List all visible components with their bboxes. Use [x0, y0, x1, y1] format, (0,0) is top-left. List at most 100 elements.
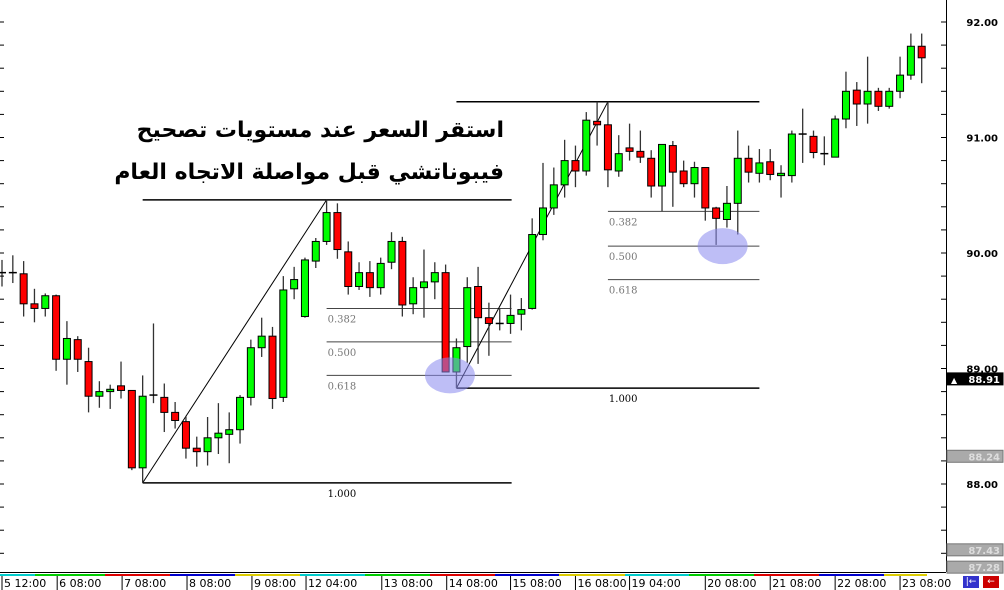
candle [246, 339, 255, 406]
highlight-ellipse [697, 228, 748, 265]
candle [733, 130, 742, 235]
candle [755, 149, 764, 183]
candle-body [138, 395, 147, 469]
time-label: 8 08:00 [189, 577, 231, 590]
candle-body [539, 207, 547, 236]
scroll-left-button[interactable]: |← [962, 575, 980, 589]
candle [30, 288, 39, 323]
candle-body [636, 150, 645, 158]
candle [117, 361, 126, 399]
candle-body [582, 119, 591, 172]
candle-body [841, 90, 850, 120]
candle [160, 383, 169, 433]
candle-body [906, 45, 915, 76]
time-label: 20 08:00 [707, 577, 756, 590]
candle-body [506, 314, 515, 324]
candle-body [593, 120, 602, 126]
scroll-end-button[interactable]: ← [982, 575, 1000, 589]
time-axis: 5 12:00 6 08:00 7 08:00 8 08:00 9 08:00 12 04… [0, 574, 951, 590]
day-separator [0, 574, 35, 576]
candle-body [160, 396, 169, 413]
candle [506, 294, 515, 334]
price-tag-label: 88.24 [968, 452, 1000, 463]
candle [355, 262, 364, 290]
candle [820, 136, 829, 166]
candle [387, 232, 396, 270]
candle [625, 123, 634, 161]
candle [84, 347, 93, 413]
candle-body [387, 240, 396, 263]
candle [236, 395, 245, 444]
candle [549, 167, 558, 215]
candle [679, 160, 688, 188]
day-separator [559, 574, 625, 576]
candle-body [463, 287, 472, 348]
candle-body [117, 385, 126, 391]
day-separator [689, 574, 754, 576]
day-separator [495, 574, 559, 576]
candle [517, 298, 526, 331]
candle [841, 71, 850, 129]
candle-body [917, 45, 926, 59]
fib-level-label: 0.382 [609, 217, 638, 228]
candle [896, 56, 905, 99]
candle-body [690, 167, 699, 185]
candle-body [30, 303, 39, 309]
price-tag-label: 88.91 [968, 375, 1000, 386]
candle-body [733, 157, 742, 204]
candle [95, 381, 104, 408]
day-separator [884, 574, 927, 576]
candle-body [171, 411, 180, 421]
candle [744, 145, 753, 183]
fib-level-label: 0.500 [609, 252, 638, 263]
candle [430, 262, 439, 300]
candle-body [441, 272, 450, 373]
price-tag [946, 543, 1004, 557]
candle-body [528, 234, 537, 309]
candle [766, 149, 775, 181]
candle-body [701, 167, 710, 209]
candle [777, 165, 786, 198]
candle [409, 277, 418, 315]
candle [852, 82, 861, 126]
candle [181, 415, 190, 459]
price-tag [946, 560, 1004, 574]
time-label: 14 08:00 [449, 577, 498, 590]
candle-body [668, 145, 677, 173]
candle [62, 321, 71, 385]
candle-body [322, 212, 331, 242]
candle [138, 375, 147, 483]
candle [300, 257, 309, 318]
candle [322, 199, 331, 245]
candle [560, 139, 569, 198]
candle-body [127, 389, 136, 469]
candle [614, 135, 623, 177]
fib-level-label: 0.382 [328, 314, 357, 325]
candle [798, 108, 807, 163]
time-label: 16 08:00 [577, 577, 626, 590]
price-label: 92.00 [966, 18, 998, 29]
highlight-ellipses [424, 228, 748, 394]
candle-body [896, 74, 905, 92]
candle [52, 294, 61, 371]
time-label: 21 08:00 [772, 577, 821, 590]
candle-body [225, 429, 234, 435]
candle-body [852, 89, 861, 105]
candle-body [333, 212, 342, 251]
candle [279, 276, 288, 402]
candle-body [19, 273, 28, 305]
candle [398, 236, 407, 317]
time-label: 6 08:00 [59, 577, 101, 590]
candle [593, 101, 602, 146]
candle [863, 56, 872, 124]
candle [376, 257, 385, 295]
candle-body [863, 90, 872, 105]
candle [571, 145, 580, 188]
price-tag-label: 87.28 [968, 563, 1000, 574]
candle [171, 401, 180, 429]
candle-body [203, 437, 212, 453]
time-label: 9 08:00 [254, 577, 296, 590]
candle [690, 161, 699, 198]
candle-body [766, 161, 775, 175]
candle [668, 140, 677, 207]
